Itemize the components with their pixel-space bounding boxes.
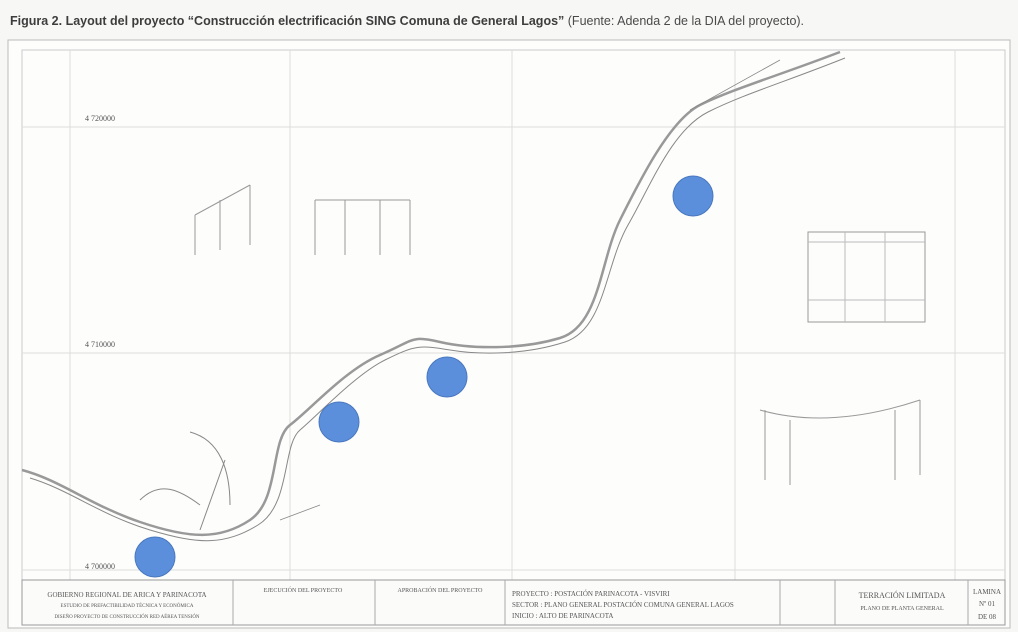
approval: APROBACIÓN DEL PROYECTO: [397, 586, 483, 594]
sheet-label: LAMINA: [973, 588, 1001, 596]
execution: EJECUCIÓN DEL PROYECTO: [264, 586, 343, 594]
northing: 4 720000: [85, 114, 115, 123]
project-line: INICIO : ALTO DE PARINACOTA: [512, 612, 613, 620]
owner-line: ESTUDIO DE PREFACTIBILIDAD TÉCNICA Y ECO…: [61, 603, 194, 609]
northing: 4 700000: [85, 562, 115, 571]
drawing: 4 720000 4 710000 4 700000 GOBIERNO REGI…: [0, 0, 1018, 632]
owner-line: GOBIERNO REGIONAL DE ARICA Y PARINACOTA: [47, 591, 206, 599]
sheet-total: DE 08: [978, 613, 997, 621]
project-line: PROYECTO : POSTACIÓN PARINACOTA - VISVIR…: [512, 590, 670, 598]
project-line: SECTOR : PLANO GENERAL POSTACIÓN COMUNA …: [512, 601, 734, 609]
sheet-number: Nº 01: [979, 600, 995, 608]
northing: 4 710000: [85, 340, 115, 349]
page: Figura 2. Layout del proyecto “Construcc…: [0, 0, 1018, 632]
owner-line: DISEÑO PROYECTO DE CONSTRUCCIÓN RED AÉRE…: [54, 614, 199, 620]
company: TERRACIÓN LIMITADA: [859, 590, 946, 600]
title-block: GOBIERNO REGIONAL DE ARICA Y PARINACOTA …: [22, 580, 1005, 625]
plan: PLANO DE PLANTA GENERAL: [860, 606, 944, 612]
